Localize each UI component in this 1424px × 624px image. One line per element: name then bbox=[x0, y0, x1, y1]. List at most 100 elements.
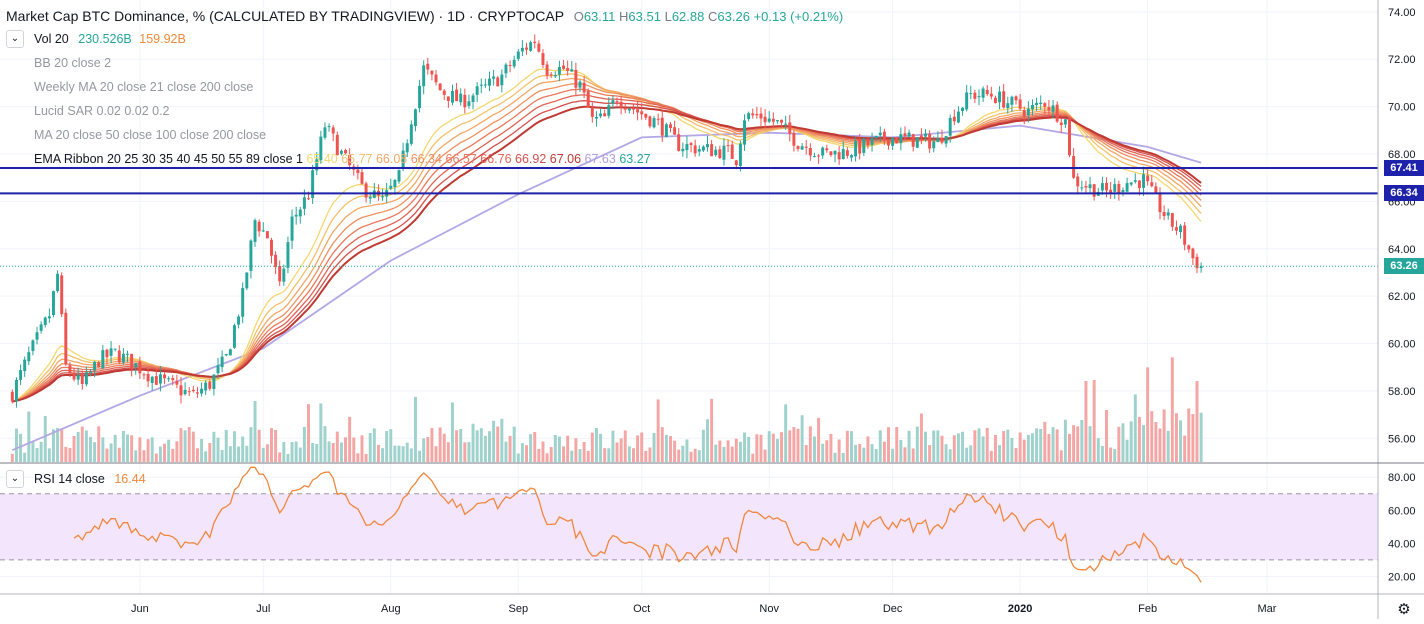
volume-bar bbox=[812, 436, 816, 462]
candle-body bbox=[1142, 174, 1146, 188]
candle bbox=[319, 130, 323, 164]
indicator-ma[interactable]: MA 20 close 50 close 100 close 200 close bbox=[34, 128, 266, 142]
volume-bar bbox=[179, 428, 183, 462]
volume-bar bbox=[800, 415, 804, 462]
volume-bar bbox=[364, 453, 368, 462]
volume-bar bbox=[590, 432, 594, 462]
candle bbox=[508, 60, 512, 73]
volume-bar bbox=[825, 440, 829, 462]
volume-bar bbox=[183, 430, 187, 462]
volume-bar bbox=[121, 431, 125, 462]
candle-body bbox=[512, 59, 516, 67]
candle-body bbox=[200, 388, 204, 394]
candle-body bbox=[792, 132, 796, 146]
volume-bar bbox=[409, 448, 413, 462]
indicator-name: MA 20 close 50 close 100 close 200 close bbox=[34, 128, 267, 142]
volume-bar bbox=[788, 430, 792, 462]
candle-body bbox=[771, 118, 775, 122]
candle-body bbox=[121, 353, 125, 363]
candle bbox=[93, 360, 97, 378]
candle-body bbox=[1088, 184, 1092, 189]
volume-bar bbox=[488, 431, 491, 462]
candle-body bbox=[1162, 211, 1166, 217]
volume-bar bbox=[685, 439, 689, 462]
candle bbox=[442, 89, 446, 101]
candle-body bbox=[525, 47, 529, 50]
candle bbox=[1022, 106, 1026, 125]
candle-body bbox=[993, 97, 997, 104]
candle bbox=[882, 128, 886, 145]
candle-body bbox=[31, 340, 35, 352]
price-label-hline-2: 66.34 bbox=[1384, 185, 1424, 201]
chevron-down-icon: ⌄ bbox=[10, 473, 20, 484]
volume-bar bbox=[339, 442, 343, 462]
candle-body bbox=[27, 352, 31, 362]
volume-bar bbox=[1195, 381, 1199, 462]
candle-body bbox=[796, 146, 800, 149]
candle bbox=[344, 148, 348, 155]
candle bbox=[1199, 262, 1203, 273]
candle-body bbox=[763, 116, 767, 123]
candle bbox=[1187, 244, 1191, 253]
candle bbox=[578, 79, 582, 92]
chevron-down-icon: ⌄ bbox=[10, 33, 20, 44]
volume-bar bbox=[956, 433, 960, 462]
volume-bar bbox=[1022, 439, 1026, 462]
candle-body bbox=[615, 101, 619, 103]
settings-gear-icon[interactable]: ⚙ bbox=[1397, 601, 1410, 618]
volume-bar bbox=[849, 431, 853, 462]
candle bbox=[72, 368, 76, 382]
candle-body bbox=[808, 148, 812, 156]
candle-body bbox=[899, 134, 903, 144]
symbol-title[interactable]: Market Cap BTC Dominance, % (CALCULATED … bbox=[6, 8, 564, 24]
candle bbox=[747, 111, 751, 122]
candle-body bbox=[722, 145, 726, 160]
candle bbox=[533, 34, 537, 49]
indicator-rsi[interactable]: RSI 14 close 16.44 bbox=[34, 472, 146, 486]
candle-body bbox=[261, 230, 265, 232]
candle bbox=[1080, 180, 1084, 192]
volume-bar bbox=[80, 426, 84, 462]
candle-body bbox=[780, 119, 784, 123]
collapse-indicators-button[interactable]: ⌄ bbox=[6, 30, 24, 48]
candle bbox=[825, 144, 829, 153]
indicator-weekly-ma[interactable]: Weekly MA 20 close 21 close 200 close bbox=[34, 80, 253, 94]
candle-body bbox=[664, 124, 668, 138]
candle bbox=[323, 122, 327, 140]
candle bbox=[763, 109, 767, 129]
collapse-rsi-button[interactable]: ⌄ bbox=[6, 470, 24, 488]
candle bbox=[944, 135, 948, 148]
candle-body bbox=[265, 231, 269, 239]
volume-bar bbox=[891, 448, 895, 462]
candle bbox=[928, 130, 932, 153]
candle-body bbox=[298, 209, 302, 217]
candle bbox=[1117, 180, 1121, 201]
volume-bar bbox=[529, 434, 533, 462]
indicator-ema-ribbon[interactable]: EMA Ribbon 20 25 30 35 40 45 50 55 89 cl… bbox=[34, 152, 651, 166]
candle-body bbox=[1055, 104, 1059, 122]
indicator-bb[interactable]: BB 20 close 2 bbox=[34, 56, 111, 70]
horizontal-lines[interactable] bbox=[0, 166, 1378, 267]
volume-bar bbox=[615, 442, 619, 462]
candle bbox=[689, 141, 693, 153]
volume-bar bbox=[1014, 448, 1018, 462]
indicator-volume[interactable]: Vol 20 230.526B 159.92B bbox=[34, 32, 186, 46]
candle-body bbox=[150, 376, 154, 383]
rsi-tick-label: 80.00 bbox=[1388, 472, 1416, 484]
volume-bar bbox=[734, 438, 738, 462]
candle-body bbox=[1010, 96, 1014, 105]
candle-body bbox=[973, 92, 977, 99]
volume-bar bbox=[701, 429, 705, 462]
candle bbox=[866, 138, 870, 149]
candle bbox=[812, 152, 816, 158]
candle bbox=[282, 264, 286, 286]
candle bbox=[418, 79, 422, 113]
candle-body bbox=[644, 113, 648, 118]
candle-body bbox=[1146, 175, 1150, 182]
indicator-lucid-sar[interactable]: Lucid SAR 0.02 0.02 0.2 bbox=[34, 104, 170, 118]
candle bbox=[413, 108, 417, 132]
candle-body bbox=[331, 127, 335, 134]
candle bbox=[142, 372, 146, 380]
candle-body bbox=[286, 242, 290, 268]
